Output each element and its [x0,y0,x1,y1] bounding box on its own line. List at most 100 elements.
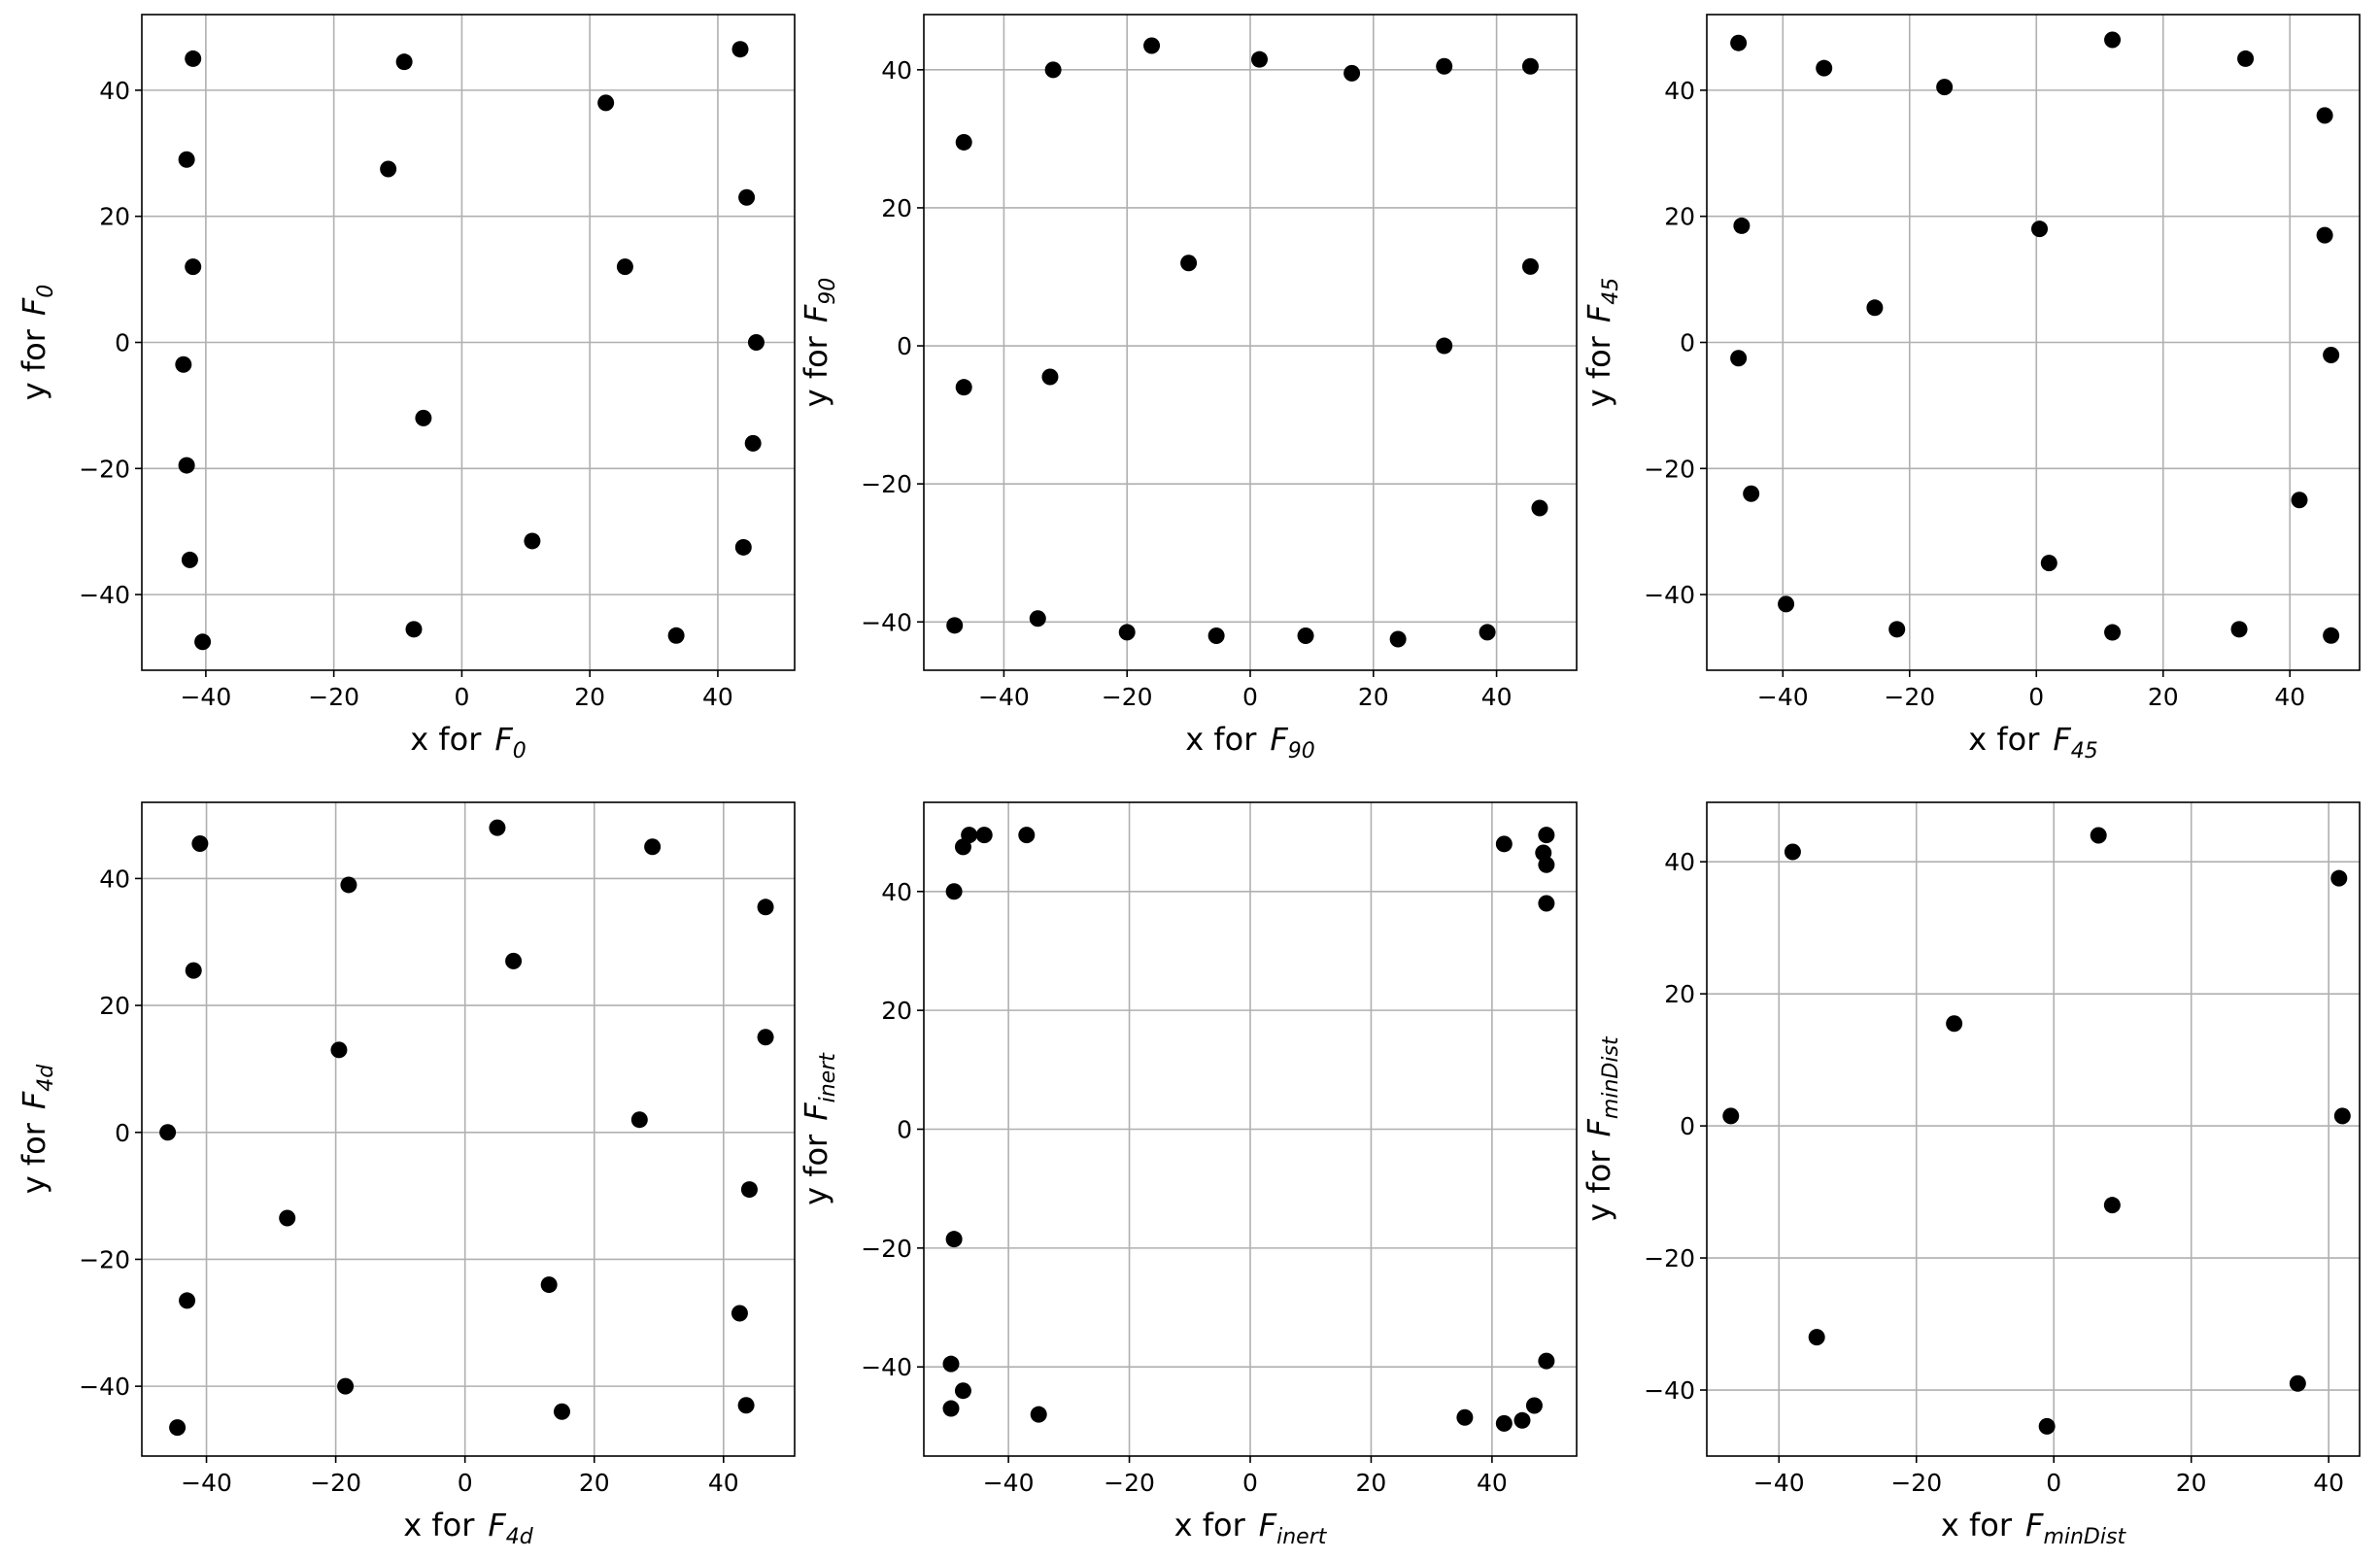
axis-label-subscript: minDist [1599,1035,1623,1119]
data-point [1495,1414,1513,1432]
x-axis-label: x for FminDist [1941,1507,2127,1549]
axis-label-symbol: F [798,304,834,322]
y-tick-label: −40 [79,1373,130,1401]
data-point [524,532,541,550]
y-tick-label: 0 [115,1119,130,1147]
x-tick-label: 0 [458,1469,473,1497]
data-point [1343,64,1361,82]
x-tick-label: 0 [454,683,469,711]
data-point [2104,624,2122,641]
data-point [1207,627,1225,644]
data-point [1513,1411,1531,1429]
data-point [178,457,195,474]
data-point [1456,1408,1474,1426]
x-axis-label: x for F0 [410,721,527,763]
data-point [1538,1352,1555,1370]
y-tick-label: 0 [1680,329,1695,357]
x-tick-label: −40 [181,1469,232,1497]
x-axis-label: x for Finert [1174,1507,1328,1549]
data-point [1888,621,1906,638]
axis-label-subscript: 0 [34,285,58,298]
axis-label-words: y for [798,335,834,407]
y-tick-label: 0 [897,332,912,360]
axis-label-subscript: 4d [34,1064,58,1092]
y-tick-label: 0 [897,1116,912,1144]
data-point [159,1124,177,1141]
y-axis-label: y for F4d [16,1064,58,1195]
data-point [1525,1397,1543,1414]
y-tick-label: 20 [99,992,130,1020]
data-point [737,1397,755,1414]
data-point [1538,856,1555,873]
axis-label-words: x for [1174,1507,1246,1543]
data-point [1808,1329,1825,1346]
axis-label-words: y for [16,1122,52,1194]
data-point [954,838,971,856]
data-point [1743,485,1760,502]
data-point [1521,257,1539,275]
axis-label-symbol: F [1581,304,1617,322]
data-point [1118,624,1136,641]
data-point [2038,1417,2056,1435]
y-tick-label: −20 [861,1235,912,1263]
data-point [2333,1107,2351,1125]
data-point [2237,50,2255,67]
axes-frame [1706,801,2361,1457]
axis-label-subscript: inert [816,1052,840,1103]
x-tick-label: 0 [2028,683,2044,711]
data-point [955,379,972,396]
axis-label-words: x for [1941,1507,2013,1543]
data-point [1297,627,1314,644]
x-tick-label: −20 [308,683,359,711]
data-point [2289,1374,2306,1392]
x-tick-label: 0 [1242,1469,1258,1497]
y-axis-label: y for FminDist [1581,1035,1623,1222]
x-tick-label: 20 [1358,683,1389,711]
data-point [734,538,752,556]
data-point [744,434,762,452]
data-point [1936,79,1954,96]
y-axis-label: y for F90 [798,278,840,408]
data-point [1044,61,1062,79]
y-tick-label: 20 [881,997,912,1025]
data-point [942,1355,960,1373]
data-point [2230,621,2248,638]
x-tick-label: 40 [1477,1469,1508,1497]
x-tick-label: −40 [978,683,1030,711]
y-tick-label: −40 [861,608,912,636]
y-axis-label: y for F45 [1581,278,1623,408]
axis-label-subscript: 90 [1288,739,1315,763]
data-point [2090,827,2107,844]
x-tick-label: −40 [1757,683,1809,711]
data-point [395,53,413,71]
x-tick-label: 40 [1481,683,1513,711]
y-tick-label: 0 [115,329,130,357]
data-point [2323,627,2340,644]
axis-label-symbol: F [494,721,513,758]
data-point [1018,827,1036,844]
data-point [945,1231,963,1248]
axis-label-symbol: F [1581,1118,1617,1136]
data-point [597,94,615,112]
data-point [1180,254,1198,272]
data-point [175,356,192,373]
subplot-5: −40 −20 0 20 40 −40 −20 0 20 40 x for Finert y for Fi… [798,801,1578,1549]
axis-label-words: x for [403,1507,475,1543]
x-axis-label: x for F90 [1185,721,1315,763]
y-tick-label: 40 [881,56,912,85]
data-point [954,1382,971,1400]
axis-label-symbol: F [2053,721,2071,758]
x-tick-label: 40 [702,683,733,711]
data-point [1436,337,1453,355]
axis-label-subscript: 4d [506,1525,534,1549]
y-tick-label: 40 [1664,848,1695,876]
y-tick-label: 40 [99,77,130,105]
data-point [185,258,202,276]
axis-label-subscript: inert [1276,1525,1328,1549]
axis-label-words: y for [16,328,52,400]
axis-label-subscript: 45 [2071,739,2098,763]
